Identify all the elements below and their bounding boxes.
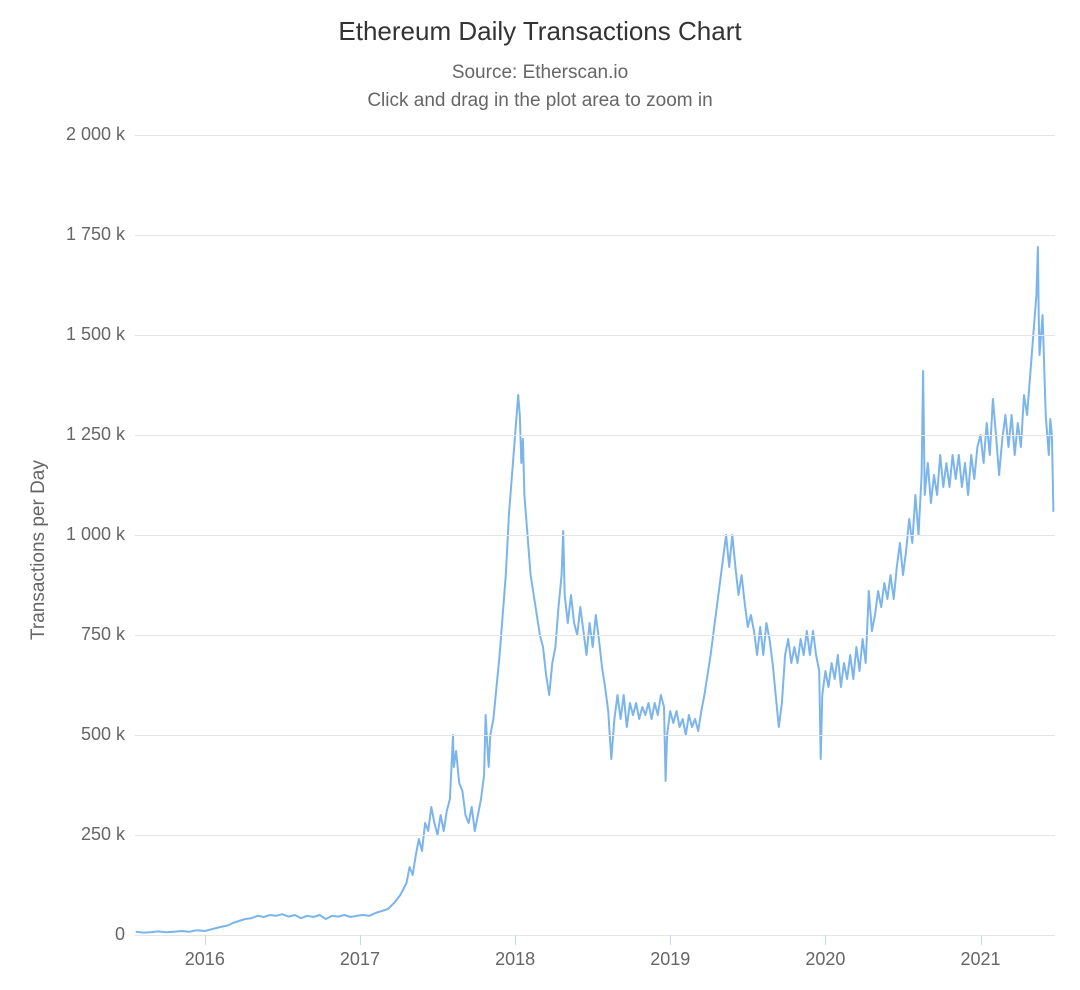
x-tick <box>515 935 516 945</box>
y-axis-label: 1 000 k <box>66 524 125 545</box>
x-tick <box>205 935 206 945</box>
y-axis-label: 750 k <box>81 624 125 645</box>
y-axis-label: 500 k <box>81 724 125 745</box>
line-series <box>0 0 1080 990</box>
x-axis-label: 2017 <box>335 949 385 970</box>
y-gridline <box>135 835 1055 836</box>
x-axis-label: 2018 <box>490 949 540 970</box>
y-gridline <box>135 735 1055 736</box>
y-gridline <box>135 935 1055 936</box>
y-axis-label: 1 250 k <box>66 424 125 445</box>
transactions-line <box>137 247 1054 933</box>
x-axis-label: 2016 <box>180 949 230 970</box>
y-gridline <box>135 135 1055 136</box>
y-axis-label: 250 k <box>81 824 125 845</box>
y-gridline <box>135 635 1055 636</box>
x-axis-label: 2021 <box>956 949 1006 970</box>
y-axis-label: 1 750 k <box>66 224 125 245</box>
x-tick <box>825 935 826 945</box>
y-gridline <box>135 335 1055 336</box>
x-tick <box>360 935 361 945</box>
y-axis-label: 1 500 k <box>66 324 125 345</box>
y-gridline <box>135 435 1055 436</box>
chart-container: Ethereum Daily Transactions Chart Source… <box>0 0 1080 990</box>
x-axis-label: 2020 <box>800 949 850 970</box>
y-gridline <box>135 235 1055 236</box>
y-axis-label: 2 000 k <box>66 124 125 145</box>
y-axis-label: 0 <box>115 924 125 945</box>
x-axis-label: 2019 <box>645 949 695 970</box>
x-tick <box>981 935 982 945</box>
x-tick <box>670 935 671 945</box>
y-gridline <box>135 535 1055 536</box>
